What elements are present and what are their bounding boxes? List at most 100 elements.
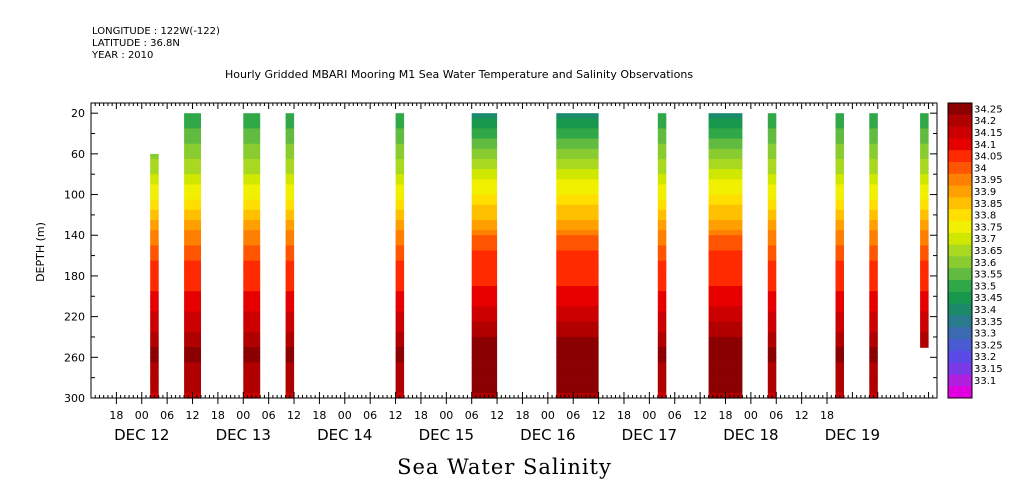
salinity-cell: [285, 250, 295, 257]
colorbar-swatch: [948, 303, 972, 316]
salinity-cell: [395, 301, 405, 308]
salinity-cell: [243, 281, 261, 287]
salinity-cell: [920, 311, 929, 318]
salinity-cell: [184, 133, 201, 140]
salinity-cell: [285, 174, 295, 180]
salinity-cell: [150, 230, 159, 236]
salinity-cell: [184, 204, 201, 211]
salinity-cell: [243, 189, 261, 196]
salinity-cell: [708, 214, 743, 221]
salinity-cell: [395, 382, 405, 389]
salinity-cell: [395, 311, 405, 318]
salinity-cell: [708, 347, 743, 353]
salinity-cell: [835, 245, 844, 252]
salinity-cell: [657, 174, 667, 180]
plot-border: [90, 102, 938, 399]
salinity-cell: [869, 153, 878, 160]
salinity-cell: [471, 291, 498, 297]
salinity-cell: [184, 153, 201, 160]
x-tick-label: 18: [211, 409, 225, 422]
salinity-cell: [835, 296, 844, 302]
salinity-cell: [767, 382, 777, 389]
salinity-cell: [767, 209, 777, 216]
colorbar-label: 33.1: [974, 376, 996, 387]
salinity-cell: [920, 240, 929, 246]
salinity-cell: [657, 113, 667, 119]
salinity-cell: [920, 143, 929, 150]
salinity-cell: [835, 311, 844, 318]
colorbar-label: 33.3: [974, 329, 996, 340]
salinity-cell: [184, 331, 201, 338]
salinity-cell: [708, 291, 743, 297]
salinity-cell: [869, 331, 878, 338]
salinity-cell: [285, 270, 295, 277]
salinity-cell: [285, 387, 295, 394]
salinity-cell: [708, 133, 743, 140]
salinity-cell: [285, 164, 295, 170]
salinity-cell: [243, 311, 261, 318]
salinity-cell: [395, 367, 405, 374]
salinity-cell: [767, 199, 777, 206]
salinity-cell: [184, 387, 201, 394]
salinity-cell: [657, 296, 667, 302]
x-day-label: DEC 18: [723, 426, 778, 444]
salinity-cell: [285, 337, 295, 343]
salinity-cell: [184, 260, 201, 267]
salinity-cell: [285, 296, 295, 302]
salinity-cell: [285, 331, 295, 338]
x-tick-label: 00: [439, 409, 453, 422]
salinity-cell: [184, 321, 201, 328]
salinity-cell: [285, 301, 295, 308]
salinity-cell: [150, 337, 159, 343]
salinity-cell: [920, 214, 929, 221]
salinity-cell: [395, 372, 405, 379]
salinity-cell: [243, 179, 261, 185]
salinity-cell: [869, 306, 878, 313]
salinity-cell: [657, 158, 667, 165]
salinity-cell: [835, 357, 844, 363]
salinity-cell: [243, 331, 261, 338]
colorbar-swatch: [948, 350, 972, 364]
salinity-cell: [657, 194, 667, 201]
salinity-cell: [243, 255, 261, 262]
salinity-cell: [285, 362, 295, 369]
salinity-cell: [150, 194, 159, 201]
salinity-cell: [869, 128, 878, 135]
salinity-cell: [150, 372, 159, 379]
salinity-cell: [285, 230, 295, 236]
salinity-cell: [184, 301, 201, 308]
salinity-cell: [471, 245, 498, 252]
salinity-cell: [285, 204, 295, 211]
x-tick-label: 12: [592, 409, 606, 422]
salinity-cell: [243, 387, 261, 394]
salinity-cell: [150, 209, 159, 216]
x-tick-label: 00: [338, 409, 352, 422]
salinity-cell: [708, 128, 743, 135]
salinity-cell: [285, 133, 295, 140]
salinity-cell: [243, 357, 261, 363]
salinity-cell: [708, 372, 743, 379]
x-tick-label: 06: [668, 409, 682, 422]
salinity-cell: [150, 301, 159, 308]
salinity-cell: [920, 194, 929, 201]
salinity-cell: [243, 214, 261, 221]
salinity-cell: [395, 138, 405, 145]
salinity-cell: [184, 367, 201, 374]
salinity-cell: [556, 174, 599, 180]
salinity-cell: [150, 174, 159, 180]
salinity-cell: [708, 220, 743, 226]
salinity-cell: [835, 250, 844, 257]
salinity-cell: [869, 174, 878, 180]
salinity-cell: [243, 199, 261, 206]
salinity-column: [556, 113, 599, 399]
salinity-cell: [395, 133, 405, 140]
salinity-cell: [471, 281, 498, 287]
salinity-cell: [920, 169, 929, 175]
salinity-cell: [708, 245, 743, 252]
salinity-cell: [243, 235, 261, 241]
x-day-label: DEC 14: [317, 426, 372, 444]
salinity-cell: [395, 250, 405, 257]
salinity-cell: [184, 128, 201, 135]
salinity-cell: [869, 255, 878, 262]
